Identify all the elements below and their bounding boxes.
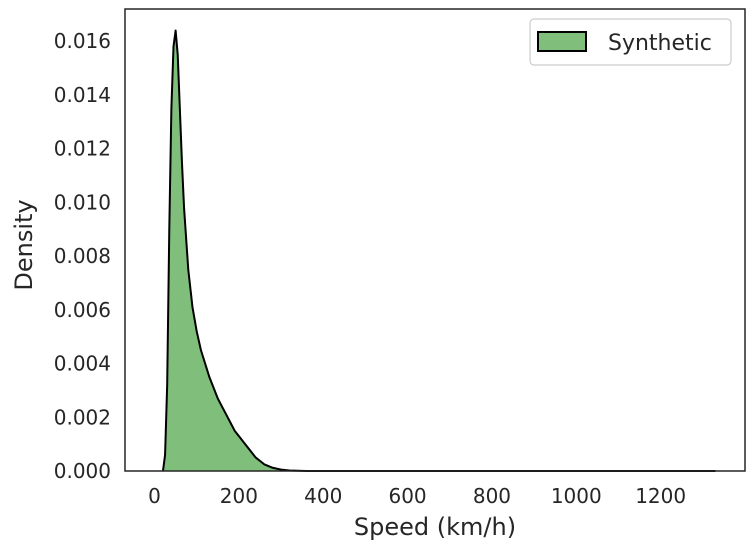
x-tick-label: 0 xyxy=(148,484,161,508)
axes-frame xyxy=(124,8,746,472)
y-tick-label: 0.012 xyxy=(54,137,111,161)
legend: Synthetic xyxy=(529,18,732,66)
x-tick-label: 200 xyxy=(220,484,258,508)
series-area-0 xyxy=(162,30,716,472)
axes: 0 200 400 600 800 1000 1200 0.000 0.002 0.004 0.00… xyxy=(54,8,746,508)
y-tick-label: 0.004 xyxy=(54,352,111,376)
legend-swatch xyxy=(537,31,587,52)
x-axis-title: Speed (km/h) xyxy=(354,513,516,541)
x-tick-label: 1000 xyxy=(551,484,602,508)
y-tick-label: 0.014 xyxy=(54,83,111,107)
series-line-0 xyxy=(161,29,716,472)
y-axis-title: Density xyxy=(10,199,38,290)
y-tick-label: 0.010 xyxy=(54,190,111,214)
x-tick-label: 600 xyxy=(388,484,426,508)
y-tick-label: 0.002 xyxy=(54,405,111,429)
x-tick-label: 1200 xyxy=(635,484,686,508)
plot-area xyxy=(161,29,716,472)
y-tick-label: 0.006 xyxy=(54,298,111,322)
y-tick-label: 0.008 xyxy=(54,244,111,268)
x-tick-label: 800 xyxy=(473,484,511,508)
legend-frame xyxy=(529,18,732,66)
y-tick-label: 0.016 xyxy=(54,29,111,53)
legend-label: Synthetic xyxy=(608,31,712,56)
y-tick-label: 0.000 xyxy=(54,459,111,483)
x-tick-label: 400 xyxy=(304,484,342,508)
